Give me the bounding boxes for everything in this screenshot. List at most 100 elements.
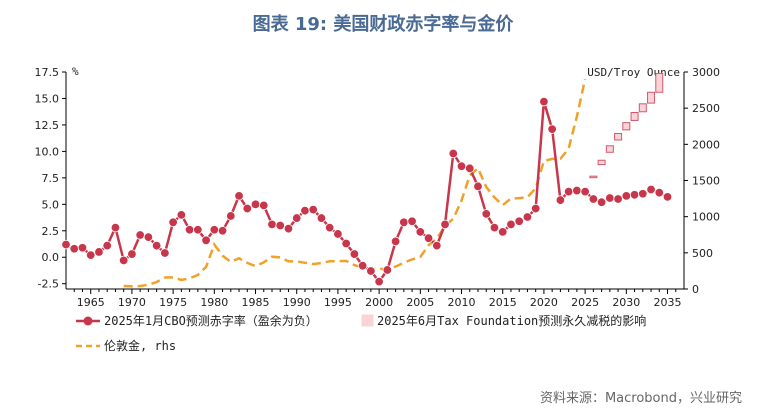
- deficit-markers: [61, 96, 673, 287]
- deficit-point: [283, 223, 294, 234]
- deficit-point: [110, 222, 121, 233]
- deficit-point: [341, 238, 351, 249]
- legend-tax-label: 2025年6月Tax Foundation预测永久减税的影响: [377, 313, 646, 328]
- x-tick-labels: 1965 1970 1975 1980 1985 1990 1995 2000 2005 2010…: [73, 289, 682, 309]
- right-tick-label: 1500: [692, 175, 720, 188]
- deficit-point: [432, 240, 442, 251]
- right-tick-label: 500: [692, 247, 713, 260]
- right-tick-label: 0: [692, 283, 699, 296]
- deficit-point: [473, 181, 483, 192]
- deficit-point: [506, 219, 516, 230]
- deficit-point: [407, 216, 417, 226]
- deficit-point: [448, 148, 458, 159]
- deficit-point: [201, 235, 211, 246]
- deficit-point: [151, 240, 162, 251]
- x-tick-label: 2005: [406, 296, 434, 309]
- deficit-point: [94, 247, 104, 257]
- x-tick-label: 1990: [283, 296, 311, 309]
- right-tick-labels: 0 500 1000 1500 2000 2500 3000: [684, 66, 720, 296]
- deficit-point: [465, 163, 475, 174]
- deficit-point: [127, 249, 137, 259]
- x-tick-label: 1980: [200, 296, 228, 309]
- deficit-point: [596, 197, 607, 207]
- left-axis-unit: %: [72, 65, 79, 78]
- right-tick-label: 1000: [692, 211, 720, 224]
- deficit-point: [168, 217, 178, 228]
- x-tick-label: 2030: [612, 296, 640, 309]
- deficit-point: [333, 229, 343, 239]
- left-tick-label: 0.0: [42, 251, 60, 264]
- legend-deficit-swatch-dot: [83, 316, 93, 326]
- legend-item-deficit: 2025年1月CBO预测赤字率（盈余为负）: [76, 313, 318, 328]
- deficit-point: [324, 222, 335, 233]
- deficit-point: [498, 227, 508, 237]
- tax-bar: [655, 72, 664, 93]
- deficit-point: [102, 240, 112, 251]
- tax-bar: [647, 91, 656, 104]
- legend-deficit-label: 2025年1月CBO预测赤字率（盈余为负）: [104, 313, 318, 328]
- deficit-point: [638, 189, 648, 199]
- tax-bar: [605, 145, 614, 153]
- deficit-point: [547, 124, 557, 134]
- deficit-point: [629, 190, 640, 200]
- deficit-point: [184, 225, 195, 235]
- deficit-point: [662, 192, 673, 202]
- deficit-point: [77, 243, 88, 253]
- deficit-point: [605, 193, 615, 203]
- left-tick-labels: -2.5 0.0 2.5 5.0 7.5 10.0 12.5 15.0 17.5: [35, 66, 66, 291]
- x-tick-label: 1970: [118, 296, 146, 309]
- deficit-point: [399, 217, 409, 228]
- deficit-point: [588, 194, 599, 204]
- deficit-point: [193, 225, 203, 235]
- deficit-point: [572, 185, 582, 196]
- tax-bar: [630, 112, 639, 121]
- x-tick-label: 2015: [489, 296, 517, 309]
- right-tick-label: 2500: [692, 102, 720, 115]
- deficit-point: [217, 226, 228, 236]
- right-axis-unit: USD/Troy Ounce: [587, 66, 680, 79]
- deficit-point: [234, 191, 244, 201]
- left-tick-label: 15.0: [35, 92, 60, 105]
- deficit-point: [61, 239, 71, 250]
- deficit-point: [514, 216, 524, 226]
- right-tick-label: 3000: [692, 66, 720, 79]
- tax-bar: [597, 159, 606, 166]
- deficit-point: [267, 219, 277, 230]
- deficit-point: [580, 186, 590, 197]
- tax-bar: [614, 132, 623, 141]
- left-tick-label: 5.0: [42, 198, 60, 211]
- deficit-point: [481, 209, 491, 219]
- deficit-point: [456, 161, 467, 171]
- deficit-point: [613, 194, 623, 204]
- left-tick-label: 10.0: [35, 145, 60, 158]
- deficit-point: [530, 203, 541, 214]
- deficit-point: [349, 249, 360, 259]
- left-tick-label: 12.5: [35, 119, 60, 132]
- deficit-point: [357, 261, 368, 271]
- x-tick-label: 1975: [159, 296, 187, 309]
- deficit-point: [250, 199, 261, 210]
- legend-item-gold: 伦敦金, rhs: [76, 338, 176, 353]
- x-tick-label: 1965: [77, 296, 105, 309]
- deficit-point: [118, 255, 129, 266]
- x-tick-label: 2035: [654, 296, 682, 309]
- legend-item-tax: 2025年6月Tax Foundation预测永久减税的影响: [361, 313, 646, 328]
- deficit-point: [69, 244, 79, 254]
- deficit-point: [242, 203, 252, 214]
- right-tick-label: 2000: [692, 138, 720, 151]
- deficit-point: [86, 250, 96, 260]
- deficit-point: [423, 233, 434, 243]
- deficit-point: [259, 200, 269, 211]
- x-tick-label: 1995: [324, 296, 352, 309]
- left-tick-label: -2.5: [38, 278, 59, 291]
- legend-gold-label: 伦敦金, rhs: [104, 338, 176, 353]
- source-note: 资料来源：Macrobond，兴业研究: [540, 391, 742, 406]
- deficit-point: [382, 265, 393, 275]
- x-tick-label: 2010: [448, 296, 476, 309]
- x-tick-label: 2020: [530, 296, 558, 309]
- tax-bar: [638, 103, 647, 113]
- deficit-point: [555, 195, 566, 205]
- deficit-point: [390, 236, 401, 247]
- deficit-point: [176, 210, 187, 220]
